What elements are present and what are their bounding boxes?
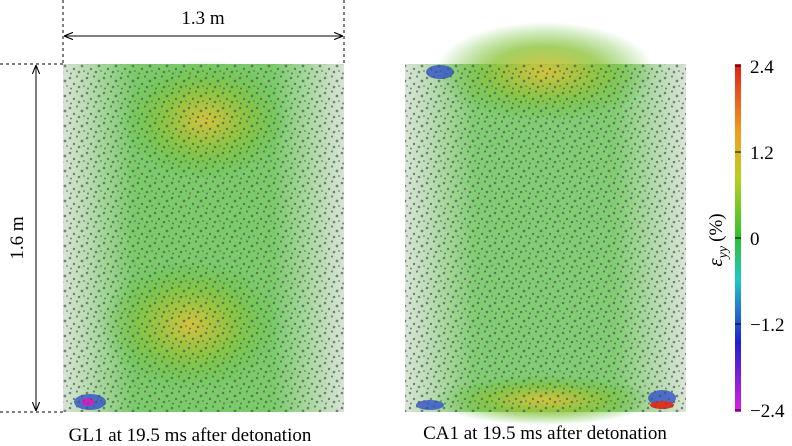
- strain-field-right: [405, 22, 686, 425]
- caption: GL1 at 19.5 ms after detonation: [69, 425, 312, 446]
- tick-label: −2.4: [750, 401, 785, 422]
- dimension-lines: [0, 0, 345, 413]
- height-label: 1.6 m: [7, 216, 28, 260]
- tick-label: 0: [750, 229, 760, 250]
- colorbar-ticks: 2.4 1.2 0 −1.2 −2.4: [735, 57, 785, 422]
- tick-label: 2.4: [750, 57, 774, 78]
- tick-label: −1.2: [750, 315, 784, 336]
- caption: CA1 at 19.5 ms after detonation: [423, 423, 667, 444]
- subscript: yy: [716, 245, 731, 260]
- colorbar-label: εyy (%): [703, 213, 731, 266]
- width-label: 1.3 m: [181, 8, 225, 29]
- tick-label: 1.2: [750, 143, 774, 164]
- symbol: ε: [703, 258, 727, 267]
- strain-field-left: [63, 60, 344, 412]
- unit: (%): [706, 213, 727, 241]
